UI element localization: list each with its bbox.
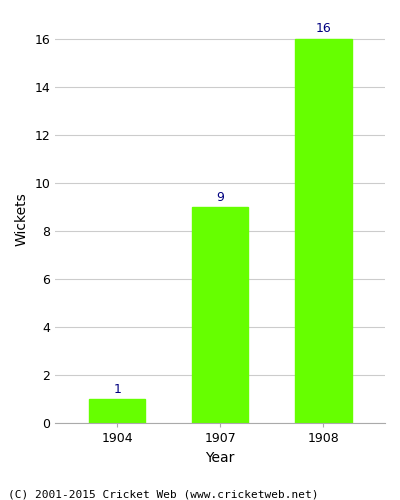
Bar [192,207,248,424]
Y-axis label: Wickets: Wickets [15,192,29,246]
Text: (C) 2001-2015 Cricket Web (www.cricketweb.net): (C) 2001-2015 Cricket Web (www.cricketwe… [8,490,318,500]
Text: 9: 9 [216,190,224,203]
Text: 1: 1 [113,383,121,396]
X-axis label: Year: Year [206,451,235,465]
Text: 16: 16 [315,22,331,36]
Bar [295,39,352,424]
Bar [89,400,146,423]
